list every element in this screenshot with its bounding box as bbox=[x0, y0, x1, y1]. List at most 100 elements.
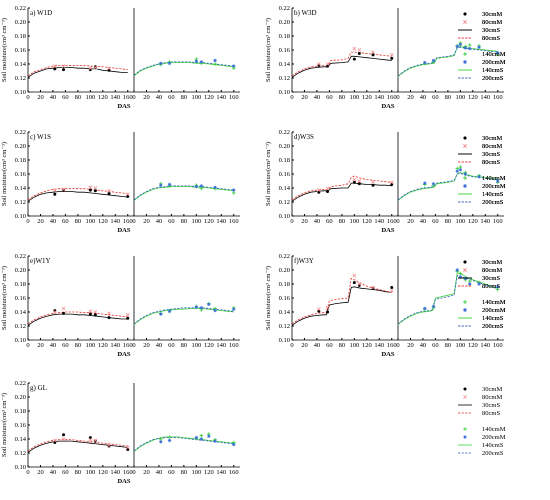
left-axes-box bbox=[27, 132, 134, 217]
data-point-200cmM bbox=[423, 306, 427, 311]
x-tick-label: 140 bbox=[216, 218, 226, 225]
data-point-200cmM bbox=[468, 282, 472, 286]
x-tick-label: 20 bbox=[301, 342, 308, 349]
series-line-200cmS bbox=[397, 46, 498, 77]
x-tick-label: 100 bbox=[191, 218, 201, 225]
legend-label-140cmS: 140cmS bbox=[482, 191, 504, 198]
data-point-30cmM bbox=[126, 448, 130, 451]
x-tick-label: 160 bbox=[229, 469, 239, 476]
x-tick-label: 120 bbox=[468, 218, 478, 225]
x-tick-label: 60 bbox=[62, 94, 69, 101]
x-tick-label: 0 bbox=[132, 469, 135, 476]
x-tick-label: 160 bbox=[123, 94, 133, 101]
x-tick-label: 100 bbox=[349, 94, 359, 101]
legend-swatch-30cmM bbox=[463, 12, 467, 16]
x-tick-label: 20 bbox=[143, 94, 150, 101]
x-tick-label: 20 bbox=[301, 218, 308, 225]
x-tick-label: 40 bbox=[156, 469, 163, 476]
data-point-200cmM bbox=[463, 46, 468, 50]
x-tick-label: 20 bbox=[37, 218, 44, 225]
data-point-200cmM bbox=[423, 60, 427, 65]
x-tick-label: 20 bbox=[37, 94, 44, 101]
x-tick-label: 140 bbox=[216, 342, 226, 349]
x-tick-label: 0 bbox=[26, 218, 29, 225]
data-point-80cmM bbox=[52, 188, 57, 192]
data-point-30cmM bbox=[107, 444, 111, 448]
chart-title: f)W3Y bbox=[294, 257, 314, 265]
series-line-200cmS bbox=[397, 275, 498, 325]
y-tick-label: 0.14 bbox=[15, 185, 27, 192]
legend-label-200cmS: 200cmS bbox=[482, 199, 504, 206]
series-line-80cmS bbox=[27, 65, 128, 77]
series-line-80cmS bbox=[27, 439, 128, 452]
data-point-140cmM bbox=[213, 62, 217, 66]
x-tick-label: 40 bbox=[420, 94, 427, 101]
y-tick-label: 0.16 bbox=[15, 47, 27, 54]
x-tick-label: 80 bbox=[339, 342, 346, 349]
x-tick-label: 40 bbox=[50, 94, 57, 101]
data-point-30cmM bbox=[107, 192, 111, 196]
x-tick-label: 120 bbox=[362, 94, 372, 101]
data-point-80cmM bbox=[61, 437, 66, 441]
x-tick-label: 140 bbox=[216, 469, 226, 476]
series-line-30cmS bbox=[291, 55, 392, 78]
data-point-80cmM bbox=[125, 192, 130, 197]
x-tick-label: 100 bbox=[349, 342, 359, 349]
data-point-80cmM bbox=[88, 185, 93, 190]
y-tick-label: 0.22 bbox=[279, 129, 290, 136]
chart-panel: 0 20 40 60 80 100 120 140 160 0 20 40 60 80 100 120 140 1… bbox=[1, 129, 506, 234]
data-point-200cmM bbox=[463, 172, 468, 176]
legend-label-30cmM: 30cmM bbox=[482, 11, 502, 18]
y-tick-label: 0.12 bbox=[279, 199, 290, 206]
data-point-30cmM bbox=[390, 56, 394, 60]
legend-label-80cmM: 80cmM bbox=[482, 143, 502, 150]
y-tick-label: 0.18 bbox=[279, 157, 290, 164]
series-line-200cmS bbox=[133, 437, 234, 452]
data-point-30cmM bbox=[326, 190, 330, 193]
data-point-30cmM bbox=[107, 316, 111, 320]
series-line-140cmS bbox=[397, 46, 498, 77]
y-tick-label: 0.16 bbox=[15, 295, 27, 302]
x-axis-label: DAS bbox=[381, 227, 394, 234]
data-point-200cmM bbox=[159, 183, 163, 187]
x-tick-label: 40 bbox=[314, 94, 321, 101]
legend-label-140cmS: 140cmS bbox=[482, 67, 504, 74]
data-point-200cmM bbox=[167, 182, 172, 187]
legend-label-30cmS: 30cmS bbox=[482, 275, 500, 282]
legend-swatch-200cmM bbox=[463, 184, 467, 188]
x-tick-label: 140 bbox=[110, 469, 120, 476]
x-tick-label: 120 bbox=[98, 469, 108, 476]
right-axes-box bbox=[133, 256, 240, 341]
x-tick-label: 80 bbox=[75, 469, 82, 476]
legend-label-80cmM: 80cmM bbox=[482, 19, 502, 26]
data-point-30cmM bbox=[317, 190, 321, 194]
data-point-80cmM bbox=[107, 443, 111, 448]
y-tick-label: 0.14 bbox=[15, 309, 27, 316]
legend-label-80cmS: 80cmS bbox=[482, 159, 500, 166]
x-tick-label: 60 bbox=[62, 469, 69, 476]
y-tick-label: 0.22 bbox=[279, 5, 290, 12]
legend-label-200cmS: 200cmS bbox=[482, 323, 504, 330]
legend-label-80cmS: 80cmS bbox=[482, 35, 500, 42]
data-point-30cmM bbox=[93, 313, 97, 317]
x-tick-label: 20 bbox=[37, 469, 44, 476]
series-line-200cmS bbox=[133, 307, 234, 325]
x-tick-label: 120 bbox=[98, 342, 108, 349]
x-tick-label: 80 bbox=[181, 218, 188, 225]
legend-swatch-200cmM bbox=[463, 60, 467, 64]
data-point-30cmM bbox=[352, 57, 356, 61]
data-point-80cmM bbox=[61, 187, 66, 192]
x-axis-label: DAS bbox=[117, 478, 130, 485]
data-point-30cmM bbox=[390, 286, 394, 289]
y-tick-label: 0.22 bbox=[15, 129, 26, 136]
legend-swatch-140cmM bbox=[463, 427, 467, 431]
data-point-80cmM bbox=[357, 179, 362, 183]
legend-label-30cmM: 30cmM bbox=[482, 259, 502, 266]
data-point-80cmM bbox=[107, 188, 111, 193]
y-tick-label: 0.14 bbox=[279, 309, 291, 316]
y-tick-label: 0.10 bbox=[279, 337, 290, 344]
y-tick-label: 0.10 bbox=[279, 213, 290, 220]
data-point-200cmM bbox=[199, 306, 204, 310]
x-tick-label: 0 bbox=[396, 94, 399, 101]
data-point-30cmM bbox=[62, 433, 66, 437]
